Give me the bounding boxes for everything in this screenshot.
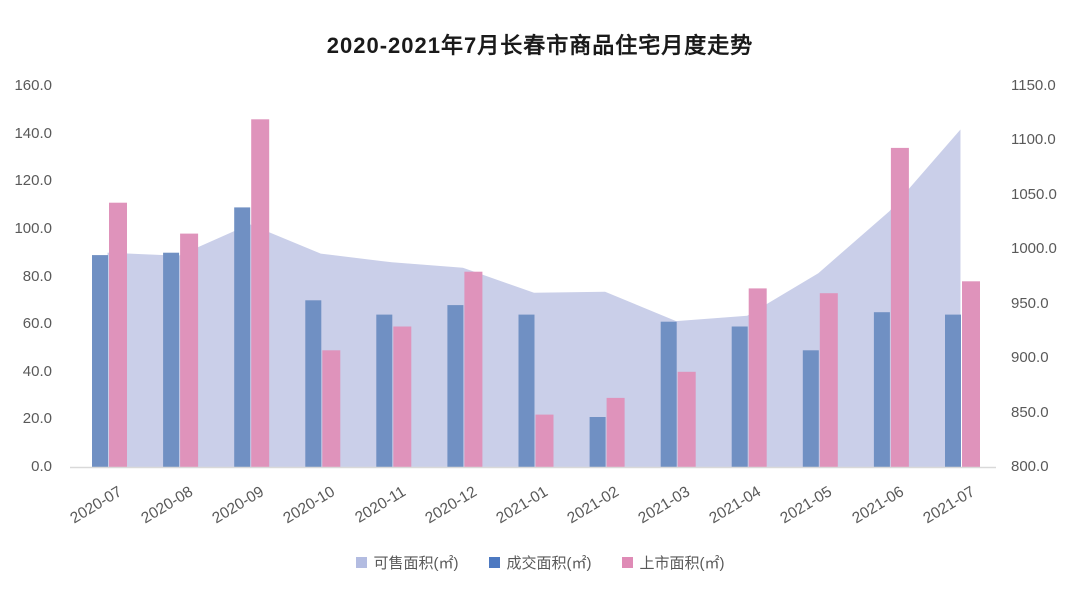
bar-listed (322, 350, 341, 467)
legend-item: 可售面积(㎡) (355, 552, 459, 573)
right-axis-tick: 850.0 (1011, 403, 1049, 421)
right-axis-tick: 1100.0 (1011, 131, 1056, 149)
right-axis-tick: 1150.0 (1011, 77, 1056, 94)
left-axis-tick: 80.0 (22, 267, 52, 285)
bar-listed (819, 293, 838, 467)
bar-listed (251, 119, 270, 468)
right-axis-tick: 1050.0 (1011, 185, 1057, 203)
right-axis-tick: 900.0 (1011, 349, 1049, 367)
legend-item: 成交面积(㎡) (488, 552, 592, 573)
left-axis-tick: 140.0 (14, 124, 52, 142)
bar-listed (109, 202, 127, 467)
bar-listed (180, 233, 199, 467)
left-axis-tick: 0.0 (31, 458, 52, 475)
bar-transaction (873, 312, 890, 467)
legend-label: 成交面积(㎡) (506, 555, 592, 572)
bar-listed (393, 326, 412, 467)
left-axis-tick: 100.0 (14, 219, 52, 237)
bar-listed (606, 397, 625, 467)
legend-item: 上市面积(㎡) (621, 552, 725, 573)
bar-listed (748, 288, 767, 467)
left-axis-tick: 120.0 (14, 172, 52, 190)
bar-transaction (234, 207, 251, 467)
bar-transaction (447, 305, 464, 467)
bar-transaction (945, 314, 961, 467)
left-axis-tick: 60.0 (22, 315, 52, 333)
legend-label: 上市面积(㎡) (639, 555, 725, 572)
bar-transaction (660, 321, 677, 467)
legend-swatch (355, 557, 367, 568)
bar-transaction (518, 314, 535, 467)
legend-swatch (488, 557, 500, 568)
bar-transaction (163, 252, 180, 467)
bar-transaction (376, 314, 393, 467)
bar-listed (464, 271, 483, 467)
bar-listed (677, 371, 696, 468)
right-axis-tick: 950.0 (1011, 294, 1049, 312)
chart-title: 2020-2021年7月长春市商品住宅月度走势 (326, 33, 754, 58)
legend-swatch (621, 557, 633, 568)
bar-listed (890, 147, 909, 467)
right-axis-tick: 800.0 (1011, 458, 1049, 475)
left-axis-tick: 160.0 (14, 77, 52, 94)
bar-transaction (589, 417, 606, 467)
legend-label: 可售面积(㎡) (373, 555, 459, 572)
legend: 可售面积(㎡) 成交面积(㎡) 上市面积(㎡) (0, 552, 1080, 573)
bar-transaction (731, 326, 748, 467)
bar-listed (962, 281, 980, 467)
right-axis-tick: 1000.0 (1011, 240, 1057, 258)
bar-transaction (305, 300, 322, 467)
left-axis-tick: 20.0 (22, 410, 52, 428)
bar-transaction (92, 255, 108, 467)
left-axis-tick: 40.0 (22, 362, 52, 380)
bar-listed (535, 414, 554, 467)
bar-transaction (802, 350, 819, 467)
